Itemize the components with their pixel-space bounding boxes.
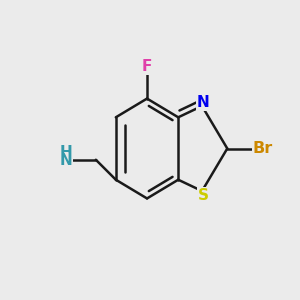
Text: N: N <box>197 95 210 110</box>
Text: Br: Br <box>253 141 273 156</box>
Text: S: S <box>198 188 209 203</box>
Text: N: N <box>60 153 73 168</box>
Text: F: F <box>142 59 152 74</box>
Text: H: H <box>60 145 73 160</box>
